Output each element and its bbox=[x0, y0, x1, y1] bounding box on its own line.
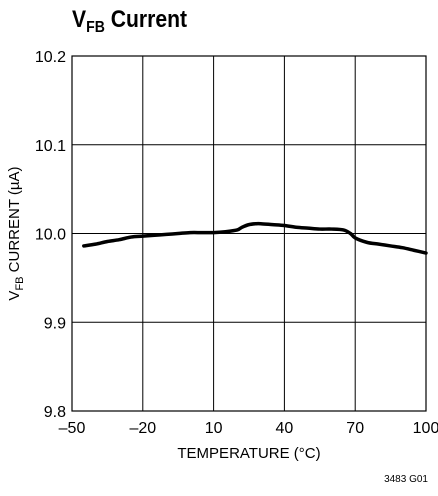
x-tick-label: 100 bbox=[413, 420, 438, 437]
y-tick-label: 10.2 bbox=[35, 49, 66, 66]
x-tick-label: 40 bbox=[276, 420, 294, 437]
line-chart: 10.2 10.1 10.0 9.9 9.8 –50 –20 10 40 70 100 TEMPE… bbox=[6, 49, 438, 462]
plot-frame bbox=[71, 55, 427, 412]
x-tick-label: 10 bbox=[205, 420, 223, 437]
y-tick-label: 9.8 bbox=[44, 404, 66, 421]
x-tick-label: 70 bbox=[346, 420, 364, 437]
y-tick-labels: 10.2 10.1 10.0 9.9 9.8 bbox=[35, 49, 66, 421]
figure-code: 3483 G01 bbox=[384, 474, 428, 485]
grid bbox=[71, 55, 427, 412]
title-subscript: FB bbox=[86, 19, 105, 36]
y-axis-label-sub: FB bbox=[14, 276, 26, 290]
series-line bbox=[82, 221, 428, 255]
x-tick-label: –20 bbox=[129, 420, 156, 437]
x-tick-label: –50 bbox=[59, 420, 86, 437]
y-axis-label-rest: CURRENT (µA) bbox=[6, 166, 23, 276]
chart-title: VFB Current bbox=[72, 6, 188, 36]
title-rest: Current bbox=[104, 6, 188, 33]
y-axis-label-main: V bbox=[6, 291, 23, 301]
y-tick-label: 10.1 bbox=[35, 138, 66, 155]
y-tick-label: 10.0 bbox=[35, 227, 66, 244]
x-axis-label: TEMPERATURE (°C) bbox=[177, 445, 320, 462]
title-main: V bbox=[72, 6, 87, 33]
x-tick-labels: –50 –20 10 40 70 100 bbox=[59, 420, 438, 437]
y-tick-label: 9.9 bbox=[44, 315, 66, 332]
y-axis-label: VFB CURRENT (µA) bbox=[6, 166, 26, 300]
